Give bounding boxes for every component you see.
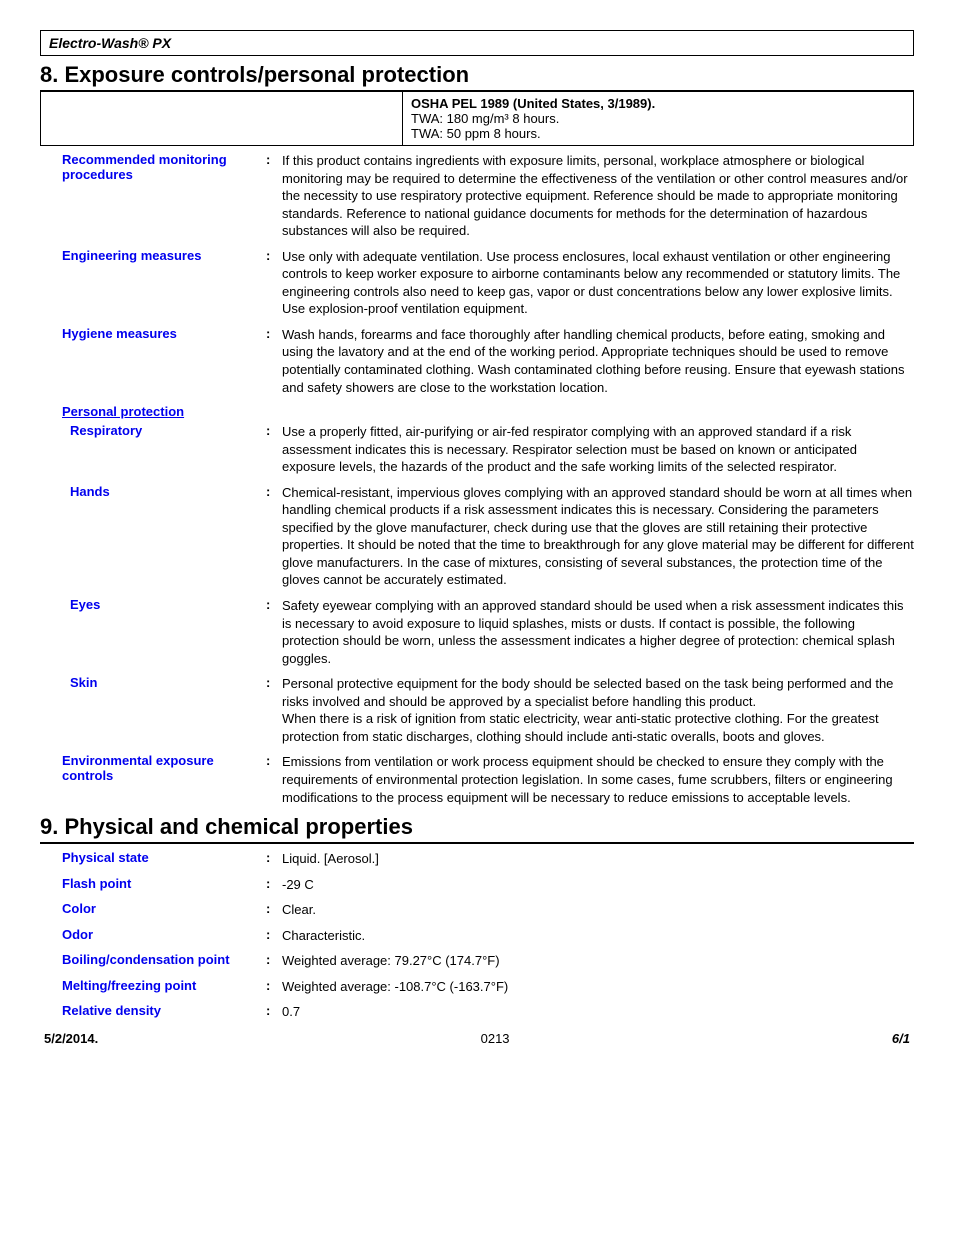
footer-code: 0213 [481,1031,510,1046]
row-skin: Skin : Personal protective equipment for… [40,675,914,745]
label-color: Color [62,901,266,916]
label-hygiene: Hygiene measures [62,326,266,341]
label-odor: Odor [62,927,266,942]
colon: : [266,876,282,891]
footer-page: 6/1 [892,1031,910,1046]
label-engineering: Engineering measures [62,248,266,263]
value-monitoring: If this product contains ingredients wit… [282,152,914,240]
colon: : [266,753,282,768]
label-boiling-point: Boiling/condensation point [62,952,266,967]
row-personal-protection-header: Personal protection [40,404,914,419]
exposure-limit-box: OSHA PEL 1989 (United States, 3/1989). T… [40,92,914,146]
row-flash-point: Flash point : -29 C [40,876,914,894]
row-hands: Hands : Chemical-resistant, impervious g… [40,484,914,589]
label-environmental: Environmental exposure controls [62,753,266,783]
value-environmental: Emissions from ventilation or work proce… [282,753,914,806]
section-8-rows: Recommended monitoring procedures : If t… [40,152,914,806]
row-respiratory: Respiratory : Use a properly fitted, air… [40,423,914,476]
label-skin: Skin [70,675,266,690]
section-9-title: 9. Physical and chemical properties [40,814,914,844]
value-hygiene: Wash hands, forearms and face thoroughly… [282,326,914,396]
value-skin: Personal protective equipment for the bo… [282,675,914,745]
colon: : [266,978,282,993]
colon: : [266,927,282,942]
colon: : [266,326,282,341]
value-color: Clear. [282,901,914,919]
row-boiling-point: Boiling/condensation point : Weighted av… [40,952,914,970]
row-engineering: Engineering measures : Use only with ade… [40,248,914,318]
row-physical-state: Physical state : Liquid. [Aerosol.] [40,850,914,868]
colon: : [266,248,282,263]
row-eyes: Eyes : Safety eyewear complying with an … [40,597,914,667]
value-flash-point: -29 C [282,876,914,894]
colon: : [266,597,282,612]
value-eyes: Safety eyewear complying with an approve… [282,597,914,667]
value-hands: Chemical-resistant, impervious gloves co… [282,484,914,589]
value-boiling-point: Weighted average: 79.27°C (174.7°F) [282,952,914,970]
section-9-rows: Physical state : Liquid. [Aerosol.] Flas… [40,850,914,1021]
value-physical-state: Liquid. [Aerosol.] [282,850,914,868]
colon: : [266,850,282,865]
colon: : [266,484,282,499]
footer-date: 5/2/2014. [44,1031,98,1046]
box-left-empty [41,92,403,145]
twa-line-1: TWA: 180 mg/m³ 8 hours. [411,111,905,126]
value-relative-density: 0.7 [282,1003,914,1021]
row-hygiene: Hygiene measures : Wash hands, forearms … [40,326,914,396]
product-header: Electro-Wash® PX [40,30,914,56]
colon: : [266,152,282,167]
row-color: Color : Clear. [40,901,914,919]
row-environmental: Environmental exposure controls : Emissi… [40,753,914,806]
label-eyes: Eyes [70,597,266,612]
section-8-title: 8. Exposure controls/personal protection [40,62,914,92]
colon: : [266,901,282,916]
label-relative-density: Relative density [62,1003,266,1018]
row-melting-point: Melting/freezing point : Weighted averag… [40,978,914,996]
label-hands: Hands [70,484,266,499]
product-name: Electro-Wash® PX [49,35,171,51]
colon: : [266,423,282,438]
colon: : [266,675,282,690]
value-odor: Characteristic. [282,927,914,945]
value-engineering: Use only with adequate ventilation. Use … [282,248,914,318]
row-odor: Odor : Characteristic. [40,927,914,945]
row-relative-density: Relative density : 0.7 [40,1003,914,1021]
row-monitoring: Recommended monitoring procedures : If t… [40,152,914,240]
label-physical-state: Physical state [62,850,266,865]
label-melting-point: Melting/freezing point [62,978,266,993]
colon: : [266,1003,282,1018]
label-flash-point: Flash point [62,876,266,891]
page-footer: 5/2/2014. 0213 6/1 [40,1031,914,1046]
label-respiratory: Respiratory [70,423,266,438]
box-right-content: OSHA PEL 1989 (United States, 3/1989). T… [403,92,913,145]
colon: : [266,952,282,967]
value-respiratory: Use a properly fitted, air-purifying or … [282,423,914,476]
label-monitoring: Recommended monitoring procedures [62,152,266,182]
twa-line-2: TWA: 50 ppm 8 hours. [411,126,905,141]
value-melting-point: Weighted average: -108.7°C (-163.7°F) [282,978,914,996]
osha-pel-heading: OSHA PEL 1989 (United States, 3/1989). [411,96,905,111]
label-personal-protection: Personal protection [62,404,188,419]
